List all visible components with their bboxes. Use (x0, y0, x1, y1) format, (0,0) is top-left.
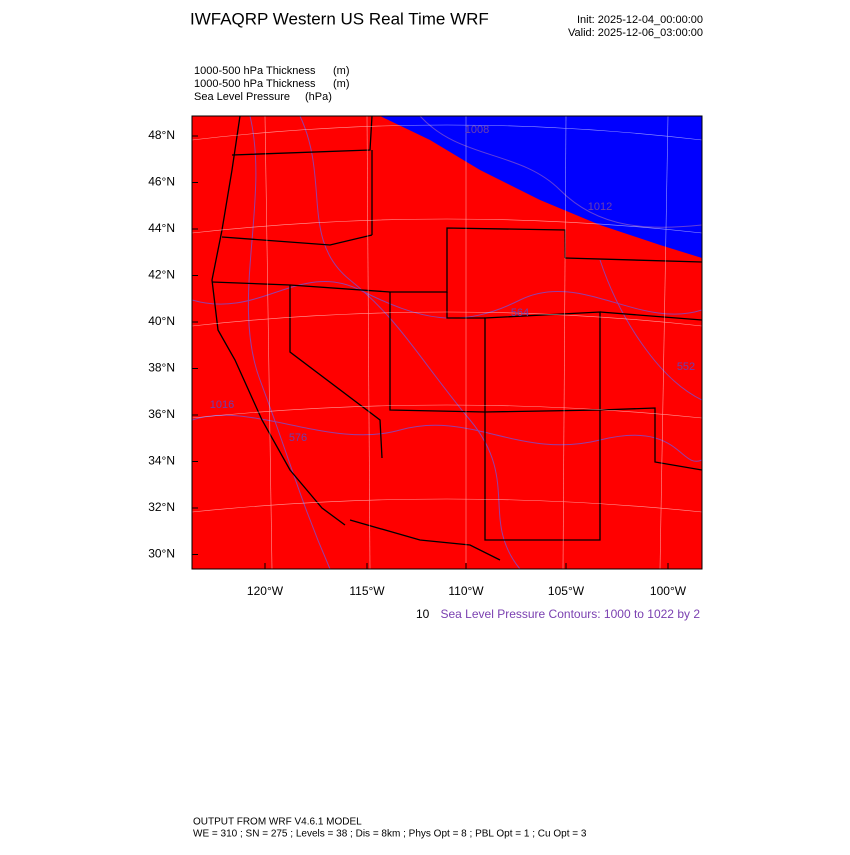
lon-label: 100°W (650, 584, 687, 598)
lat-label: 32°N (148, 500, 175, 514)
map-frame (191, 115, 703, 570)
lat-labels: 48°N 46°N 44°N 42°N 40°N 38°N 36°N 34°N 32°N 30°N (148, 128, 198, 561)
field-name: Sea Level Pressure (194, 91, 290, 103)
map: 1008 1012 552 564 576 1016 (192, 116, 702, 569)
lat-label: 44°N (148, 221, 175, 235)
lat-label: 30°N (148, 547, 175, 561)
lon-label: 110°W (448, 584, 484, 598)
lon-label: 120°W (247, 584, 284, 598)
title: IWFAQRP Western US Real Time WRF (190, 9, 489, 28)
field-unit: (m) (333, 65, 350, 77)
footer-settings: WE = 310 ; SN = 275 ; Levels = 38 ; Dis … (193, 829, 587, 840)
field-list: 1000-500 hPa Thickness (m) 1000-500 hPa … (194, 65, 350, 103)
field-unit: (m) (333, 78, 350, 90)
pressure-contours (192, 116, 702, 569)
contour-label: 552 (677, 361, 695, 373)
lat-label: 42°N (148, 268, 175, 282)
lon-label: 105°W (548, 584, 585, 598)
field-name: 1000-500 hPa Thickness (194, 65, 316, 77)
field-unit: (hPa) (305, 91, 332, 103)
valid-time: Valid: 2025-12-06_03:00:00 (568, 27, 703, 39)
lat-label: 36°N (148, 407, 175, 421)
clipped-label: 10 (416, 607, 430, 621)
contour-note: Sea Level Pressure Contours: 1000 to 102… (441, 607, 701, 621)
lat-label: 46°N (148, 175, 175, 189)
lat-label: 48°N (148, 128, 175, 142)
lon-labels: 120°W 115°W 110°W 105°W 100°W (247, 563, 687, 598)
contour-labels: 1008 1012 552 564 576 1016 (210, 124, 695, 444)
contour-label: 1012 (588, 201, 612, 213)
footer-model: OUTPUT FROM WRF V4.6.1 MODEL (193, 817, 362, 828)
contour-label: 1008 (465, 124, 489, 136)
contour-label: 576 (289, 432, 307, 444)
lon-label: 115°W (349, 584, 385, 598)
thickness-cold (380, 116, 702, 258)
boundaries (211, 116, 702, 561)
contour-label: 564 (511, 307, 529, 319)
lat-label: 40°N (148, 314, 175, 328)
lat-label: 38°N (148, 361, 175, 375)
contour-label: 1016 (210, 399, 234, 411)
field-name: 1000-500 hPa Thickness (194, 78, 316, 90)
graticule (192, 116, 702, 569)
lat-label: 34°N (148, 454, 175, 468)
init-time: Init: 2025-12-04_00:00:00 (577, 14, 703, 26)
